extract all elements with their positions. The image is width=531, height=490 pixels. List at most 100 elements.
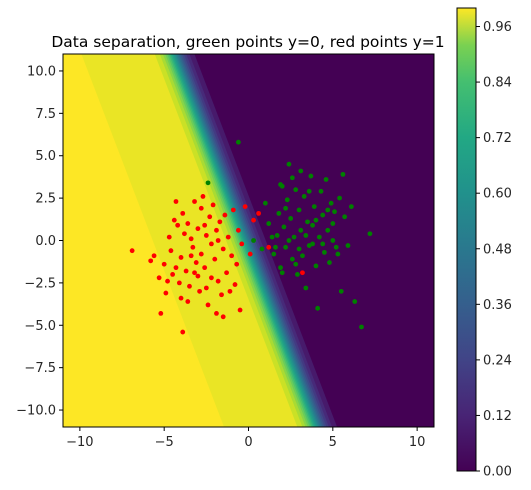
chart-title: Data separation, green points y=0, red p… bbox=[51, 33, 444, 51]
scatter-point bbox=[283, 244, 288, 250]
scatter-point bbox=[301, 194, 307, 199]
scatter-point bbox=[315, 305, 321, 311]
scatter-point bbox=[333, 244, 339, 250]
y-axis: 10.0 7.5 5.0 2.5 0.0 −2.5 −5.0 −7.5 −10.0 bbox=[16, 64, 63, 419]
scatter-point bbox=[187, 283, 192, 289]
x-tick-label: 5 bbox=[329, 435, 337, 450]
scatter-point bbox=[156, 275, 162, 281]
scatter-point bbox=[190, 244, 196, 250]
scatter-point bbox=[259, 246, 265, 252]
scatter-point bbox=[251, 217, 256, 223]
scatter-point bbox=[330, 238, 336, 243]
scatter-point bbox=[278, 265, 283, 271]
scatter-point bbox=[328, 200, 334, 206]
scatter-point bbox=[286, 238, 292, 243]
scatter-point bbox=[262, 200, 268, 206]
y-tick-label: −7.5 bbox=[24, 361, 56, 376]
scatter-point bbox=[151, 253, 157, 259]
scatter-point bbox=[316, 234, 322, 240]
scatter-point bbox=[269, 234, 275, 240]
scatter-point bbox=[197, 288, 202, 294]
scatter-point bbox=[291, 234, 297, 240]
colorbar: 0.00 0.12 0.24 0.36 0.48 0.60 0.72 0.84 0.96 bbox=[456, 7, 512, 480]
scatter-point bbox=[168, 248, 174, 254]
scatter-point bbox=[276, 210, 282, 216]
scatter-point bbox=[176, 280, 182, 286]
y-tick-label: 7.5 bbox=[35, 107, 56, 122]
scatter-point bbox=[205, 180, 211, 186]
scatter-point bbox=[295, 272, 300, 277]
scatter-point bbox=[202, 222, 208, 228]
scatter-point bbox=[188, 253, 194, 259]
scatter-point bbox=[234, 261, 240, 267]
scatter-point bbox=[342, 214, 348, 220]
scatter-point bbox=[180, 329, 186, 335]
colorbar-tick-label: 0.24 bbox=[483, 353, 512, 368]
scatter-point bbox=[283, 205, 288, 211]
scatter-point bbox=[242, 204, 248, 209]
x-tick-label: −10 bbox=[66, 435, 93, 450]
probability-contour bbox=[63, 54, 434, 427]
scatter-point bbox=[293, 187, 299, 193]
scatter-point bbox=[178, 295, 184, 301]
scatter-point bbox=[332, 209, 337, 215]
scatter-point bbox=[330, 221, 336, 226]
colorbar-tick-label: 0.12 bbox=[483, 409, 512, 424]
scatter-point bbox=[175, 222, 181, 228]
scatter-point bbox=[266, 244, 272, 250]
scatter-point bbox=[183, 268, 189, 274]
scatter-point bbox=[161, 261, 167, 267]
scatter-point bbox=[303, 233, 309, 238]
scatter-point bbox=[220, 246, 226, 252]
scatter-point bbox=[230, 207, 236, 213]
scatter-point bbox=[220, 314, 226, 320]
scatter-point bbox=[313, 263, 319, 269]
plot-area: −10 −5 0 5 10 10.0 7.5 5.0 2.5 0.0 −2.5 −5.0 −7.5 −1… bbox=[16, 53, 435, 450]
colorbar-tick-label: 0.36 bbox=[483, 298, 512, 313]
scatter-point bbox=[182, 231, 187, 237]
scatter-point bbox=[229, 253, 235, 259]
y-tick-label: −10.0 bbox=[16, 404, 56, 419]
scatter-point bbox=[205, 302, 211, 308]
scatter-point bbox=[308, 173, 314, 179]
scatter-point bbox=[217, 219, 223, 225]
scatter-point bbox=[281, 224, 287, 230]
scatter-point bbox=[359, 324, 364, 330]
scatter-point bbox=[340, 171, 346, 177]
colorbar-frame bbox=[456, 7, 477, 472]
scatter-point bbox=[173, 265, 179, 271]
scatter-point bbox=[227, 288, 233, 294]
scatter-point bbox=[214, 227, 219, 233]
scatter-point bbox=[278, 182, 283, 187]
scatter-point bbox=[180, 210, 186, 216]
scatter-point bbox=[200, 194, 206, 199]
colorbar-ticks: 0.00 0.12 0.24 0.36 0.48 0.60 0.72 0.84 0.96 bbox=[476, 20, 512, 480]
scatter-point bbox=[335, 251, 341, 257]
scatter-point bbox=[298, 168, 304, 174]
scatter-point bbox=[313, 217, 319, 223]
scatter-point bbox=[129, 248, 135, 254]
scatter-point bbox=[195, 226, 201, 232]
scatter-point bbox=[348, 204, 354, 209]
scatter-point bbox=[237, 307, 243, 313]
scatter-point bbox=[209, 275, 214, 281]
scatter-point bbox=[163, 290, 169, 296]
scatter-point bbox=[192, 270, 197, 276]
scatter-point bbox=[165, 278, 170, 284]
x-tick-label: 0 bbox=[244, 435, 252, 450]
scatter-points bbox=[129, 139, 373, 335]
scatter-point bbox=[170, 272, 176, 277]
scatter-point bbox=[320, 241, 326, 247]
scatter-point bbox=[303, 285, 309, 291]
scatter-point bbox=[198, 251, 204, 257]
scatter-point bbox=[209, 241, 214, 247]
scatter-point bbox=[224, 270, 229, 276]
scatter-point bbox=[293, 261, 299, 267]
x-axis: −10 −5 0 5 10 bbox=[66, 427, 425, 450]
scatter-point bbox=[337, 195, 342, 201]
scatter-point bbox=[215, 278, 221, 284]
scatter-point bbox=[321, 249, 327, 255]
scatter-point bbox=[325, 227, 331, 233]
scatter-point bbox=[202, 265, 208, 271]
